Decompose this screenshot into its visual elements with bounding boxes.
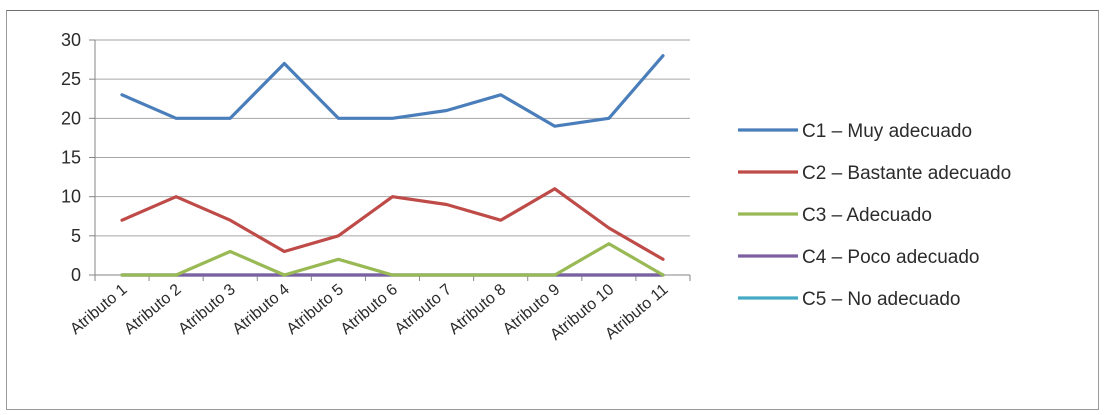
series-line-2 [120,187,665,261]
x-tick-label: Atributo 7 [392,281,455,338]
legend-label: C5 – No adecuado [802,289,960,310]
x-tick-label: Atributo 3 [175,281,238,338]
x-tick-label: Atributo 5 [284,281,347,338]
x-tick-label: Atributo 2 [121,281,184,338]
series-line-3 [120,242,665,277]
y-tick-label: 20 [61,108,81,128]
y-tick-label: 0 [71,265,81,285]
legend-label: C4 – Poco adecuado [802,247,979,268]
y-tick-label: 15 [61,148,81,168]
chart-area [6,10,1099,410]
y-axis: 0 5 10 15 20 25 30 [61,30,96,285]
x-tick-label: Atributo 4 [229,281,292,338]
x-tick-label: Atributo 8 [446,281,509,338]
x-tick-label: Atributo 6 [338,281,401,338]
y-tick-label: 10 [61,187,81,207]
y-tick-label: 25 [61,69,81,89]
legend-label: C1 – Muy adecuado [802,121,972,142]
series-lines [120,54,665,277]
y-tick-label: 5 [71,226,81,246]
y-tick-label: 30 [61,30,81,50]
series-line-1 [120,54,665,128]
legend-label: C2 – Bastante adecuado [802,163,1011,184]
legend: C1 – Muy adecuado C2 – Bastante adecuado C… [738,121,1011,310]
x-tick-label: Atributo 1 [67,281,130,338]
grid-lines [95,39,690,276]
legend-label: C3 – Adecuado [802,205,932,226]
